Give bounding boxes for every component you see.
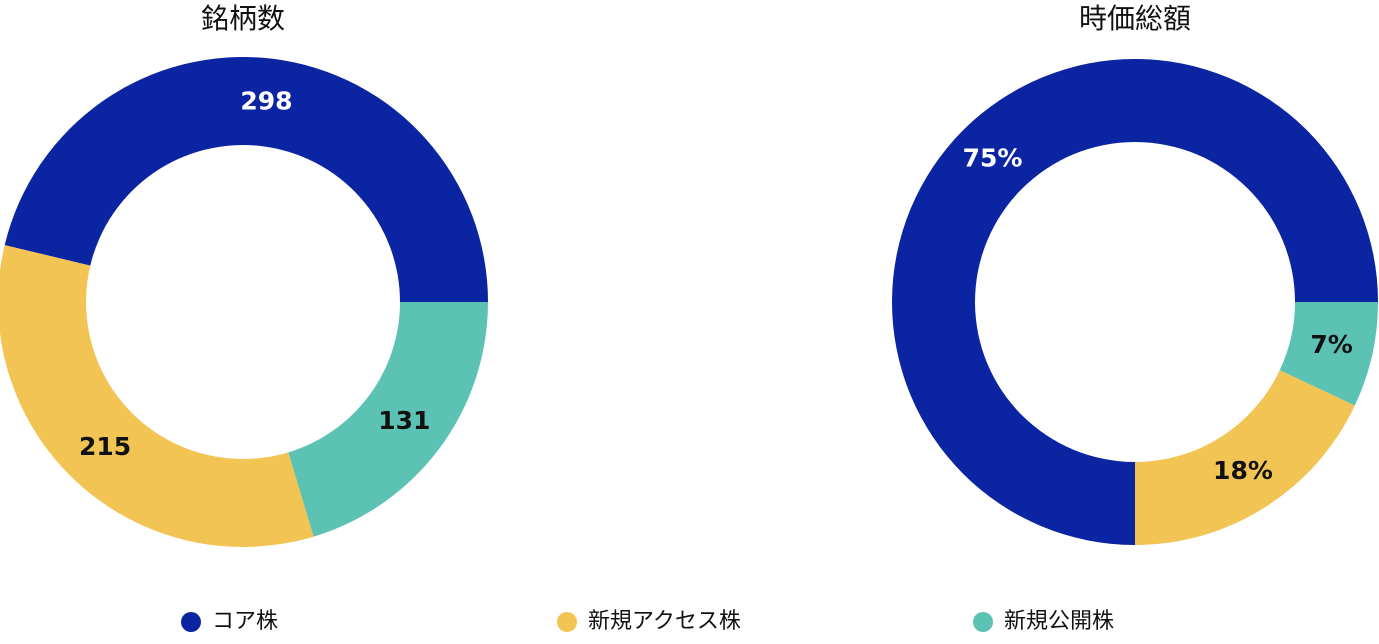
value-label: 215 xyxy=(79,432,131,461)
donut-segment xyxy=(1279,302,1378,406)
donut-segment xyxy=(288,302,488,537)
value-label: 131 xyxy=(378,406,430,435)
donut-segment xyxy=(1135,370,1355,545)
legend-label: 新規公開株 xyxy=(1004,609,1114,634)
donut-segment xyxy=(0,245,314,547)
chart-title: 時価総額 xyxy=(1079,2,1191,35)
value-label: 18% xyxy=(1213,456,1273,485)
legend-marker xyxy=(557,612,577,632)
value-label: 75% xyxy=(963,144,1023,173)
legend-marker xyxy=(973,612,993,632)
donut-segment xyxy=(892,59,1378,545)
value-label: 7% xyxy=(1310,330,1352,359)
value-label: 298 xyxy=(240,86,292,115)
legend-marker xyxy=(181,612,201,632)
donut-segment xyxy=(4,57,489,302)
legend-label: 新規アクセス株 xyxy=(588,609,741,634)
legend-label: コア株 xyxy=(212,609,278,634)
chart-title: 銘柄数 xyxy=(201,2,285,35)
